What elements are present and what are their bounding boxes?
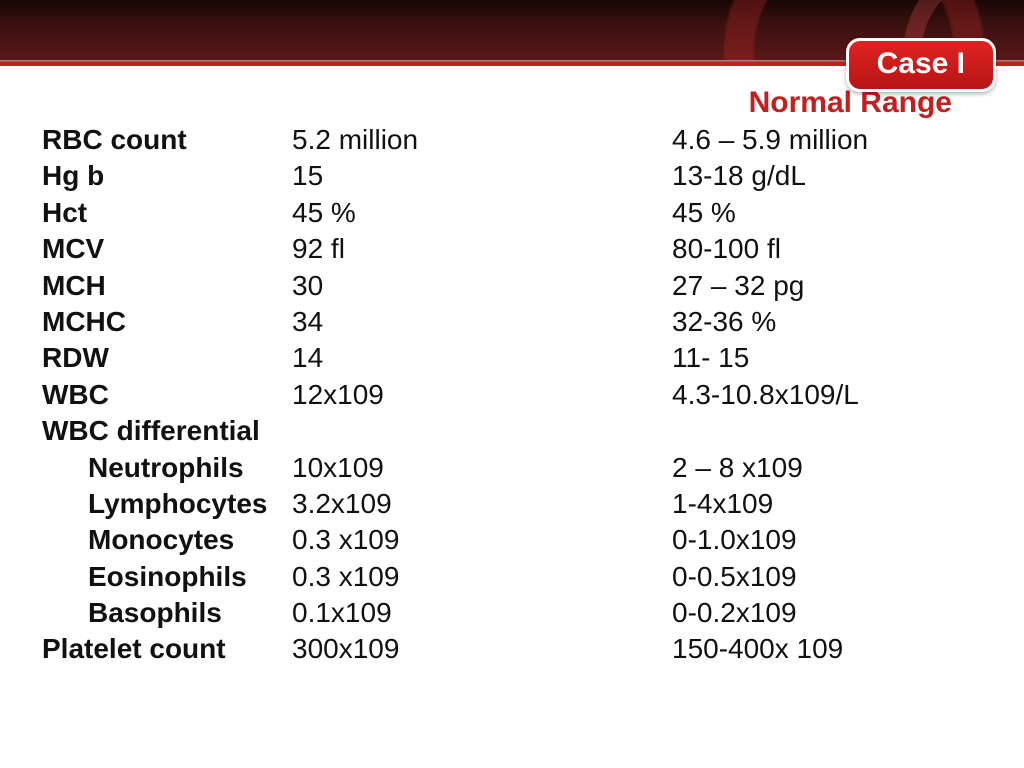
lab-normal-range [672,413,982,449]
lab-row: Neutrophils10x1092 – 8 x109 [42,450,982,486]
lab-row: Lymphocytes3.2x1091-4x109 [42,486,982,522]
lab-normal-range: 45 % [672,195,982,231]
lab-label: RBC count [42,122,292,158]
lab-row: MCV92 fl80-100 fl [42,231,982,267]
lab-value: 45 % [292,195,672,231]
lab-row: Platelet count300x109150-400x 109 [42,631,982,667]
lab-label: MCHC [42,304,292,340]
lab-row: Hg b1513-18 g/dL [42,158,982,194]
lab-value: 3.2x109 [292,486,672,522]
lab-row: RBC count5.2 million4.6 – 5.9 million [42,122,982,158]
lab-value: 14 [292,340,672,376]
lab-label: Platelet count [42,631,292,667]
lab-row: Hct45 %45 % [42,195,982,231]
lab-value: 5.2 million [292,122,672,158]
lab-row: Monocytes0.3 x1090-1.0x109 [42,522,982,558]
lab-normal-range: 4.6 – 5.9 million [672,122,982,158]
lab-row: MCH3027 – 32 pg [42,268,982,304]
lab-label: MCV [42,231,292,267]
lab-value: 10x109 [292,450,672,486]
lab-label: Monocytes [42,522,292,558]
lab-label: Basophils [42,595,292,631]
lab-value: 300x109 [292,631,672,667]
lab-row: Basophils0.1x1090-0.2x109 [42,595,982,631]
lab-label: Hg b [42,158,292,194]
lab-row: MCHC3432-36 % [42,304,982,340]
lab-value: 12x109 [292,377,672,413]
lab-label: WBC differential [42,413,292,449]
lab-normal-range: 2 – 8 x109 [672,450,982,486]
lab-value: 34 [292,304,672,340]
lab-normal-range: 150-400x 109 [672,631,982,667]
lab-value: 15 [292,158,672,194]
lab-row: RDW1411- 15 [42,340,982,376]
lab-value: 0.3 x109 [292,522,672,558]
lab-value: 0.1x109 [292,595,672,631]
lab-label: WBC [42,377,292,413]
lab-label: Neutrophils [42,450,292,486]
lab-label: MCH [42,268,292,304]
lab-normal-range: 0-0.5x109 [672,559,982,595]
lab-label: Hct [42,195,292,231]
lab-normal-range: 0-1.0x109 [672,522,982,558]
lab-row: Eosinophils0.3 x1090-0.5x109 [42,559,982,595]
lab-normal-range: 11- 15 [672,340,982,376]
lab-label: Lymphocytes [42,486,292,522]
lab-label: Eosinophils [42,559,292,595]
lab-normal-range: 27 – 32 pg [672,268,982,304]
lab-results-table: Normal Range RBC count5.2 million4.6 – 5… [0,86,1024,668]
lab-value: 92 fl [292,231,672,267]
lab-value: 0.3 x109 [292,559,672,595]
lab-normal-range: 80-100 fl [672,231,982,267]
lab-normal-range: 0-0.2x109 [672,595,982,631]
lab-value: 30 [292,268,672,304]
lab-row: WBC differential [42,413,982,449]
case-badge: Case I [846,38,996,92]
lab-normal-range: 4.3-10.8x109/L [672,377,982,413]
lab-normal-range: 13-18 g/dL [672,158,982,194]
lab-value [292,413,672,449]
lab-normal-range: 32-36 % [672,304,982,340]
lab-normal-range: 1-4x109 [672,486,982,522]
lab-label: RDW [42,340,292,376]
lab-row: WBC12x1094.3-10.8x109/L [42,377,982,413]
normal-range-header: Normal Range [42,86,982,120]
